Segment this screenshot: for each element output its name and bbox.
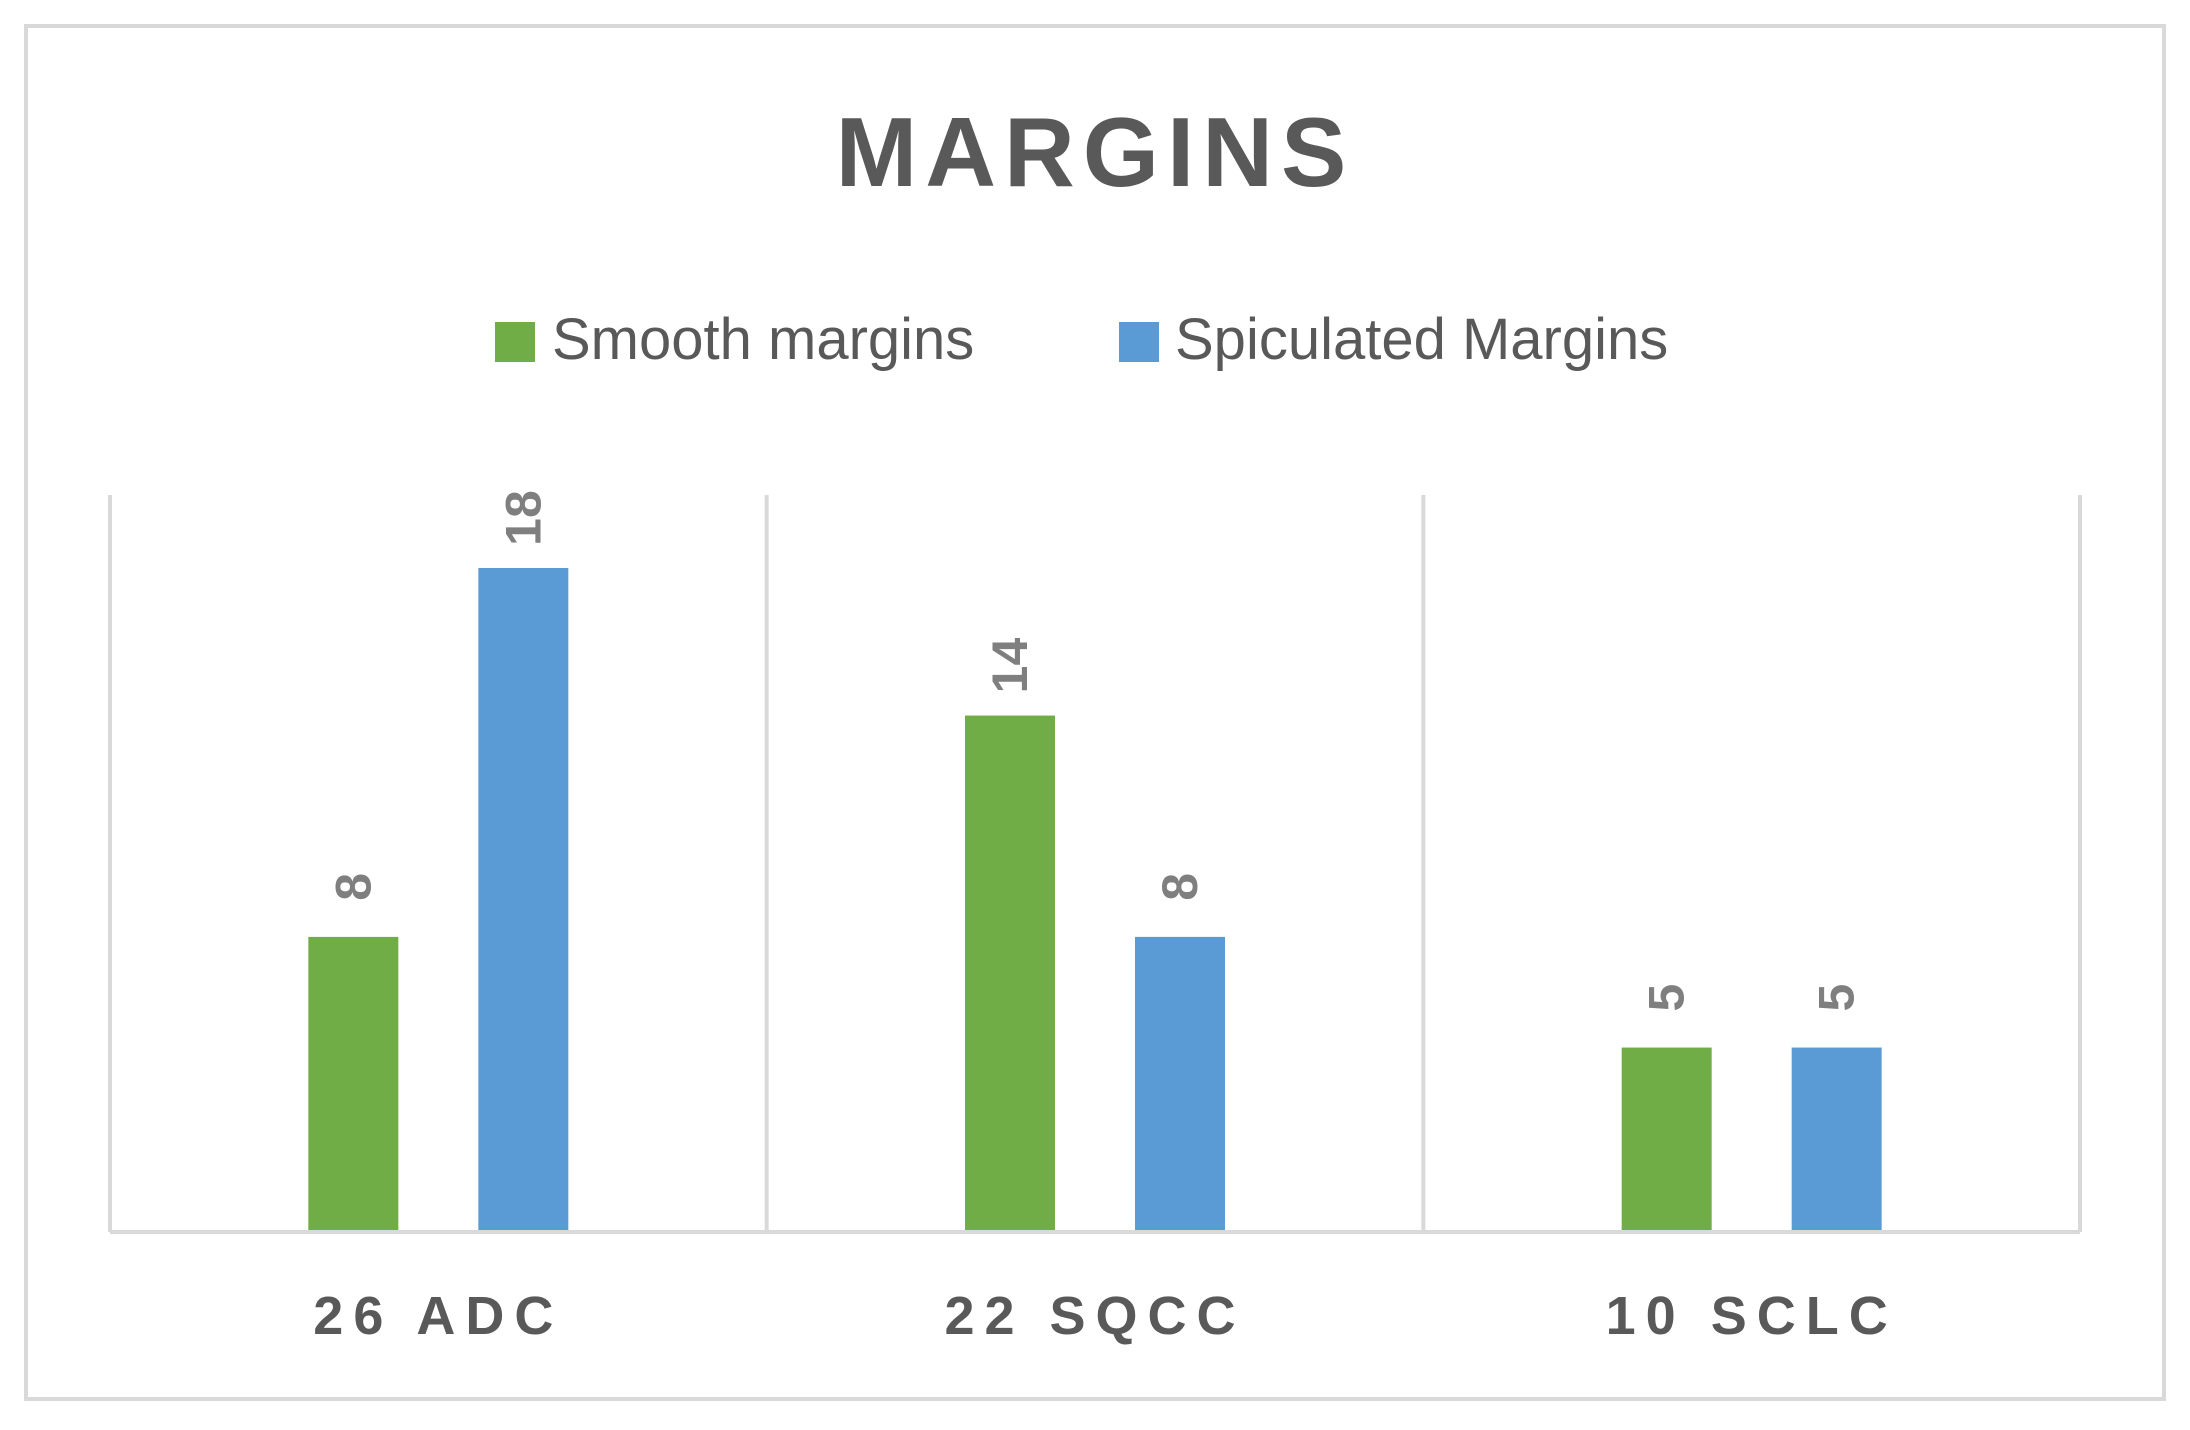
data-labels: 8 18 14 8 5 5	[325, 490, 1864, 1011]
data-label-1-3: 5	[1639, 984, 1695, 1012]
chart-title: MARGINS	[836, 97, 1355, 207]
bar-1-3	[1621, 1047, 1712, 1232]
tick-label-3: 10 SCLC	[1606, 1286, 1898, 1346]
legend-swatch-2	[1119, 322, 1159, 362]
chart-legend: Smooth margins Spiculated Margins	[495, 307, 1668, 372]
legend-label-2: Spiculated Margins	[1175, 307, 1668, 372]
bar-2-1	[478, 568, 569, 1232]
bar-series	[308, 568, 1882, 1232]
legend-swatch-1	[495, 322, 535, 362]
bar-1-1	[308, 936, 399, 1232]
data-label-1-2: 14	[982, 638, 1038, 694]
category-gridlines	[108, 495, 2082, 1232]
data-label-1-1: 8	[325, 873, 381, 901]
bar-2-3	[1791, 1047, 1882, 1232]
legend-label-1: Smooth margins	[552, 307, 974, 372]
tick-label-1: 26 ADC	[313, 1286, 563, 1346]
data-label-2-2: 8	[1152, 873, 1208, 901]
bar-1-2	[965, 715, 1055, 1232]
data-label-2-3: 5	[1809, 984, 1865, 1012]
x-axis-tick-labels: 26 ADC 22 SQCC 10 SCLC	[313, 1286, 1898, 1346]
bar-2-2	[1135, 936, 1225, 1232]
tick-label-2: 22 SQCC	[944, 1286, 1245, 1346]
data-label-2-1: 18	[495, 490, 551, 546]
